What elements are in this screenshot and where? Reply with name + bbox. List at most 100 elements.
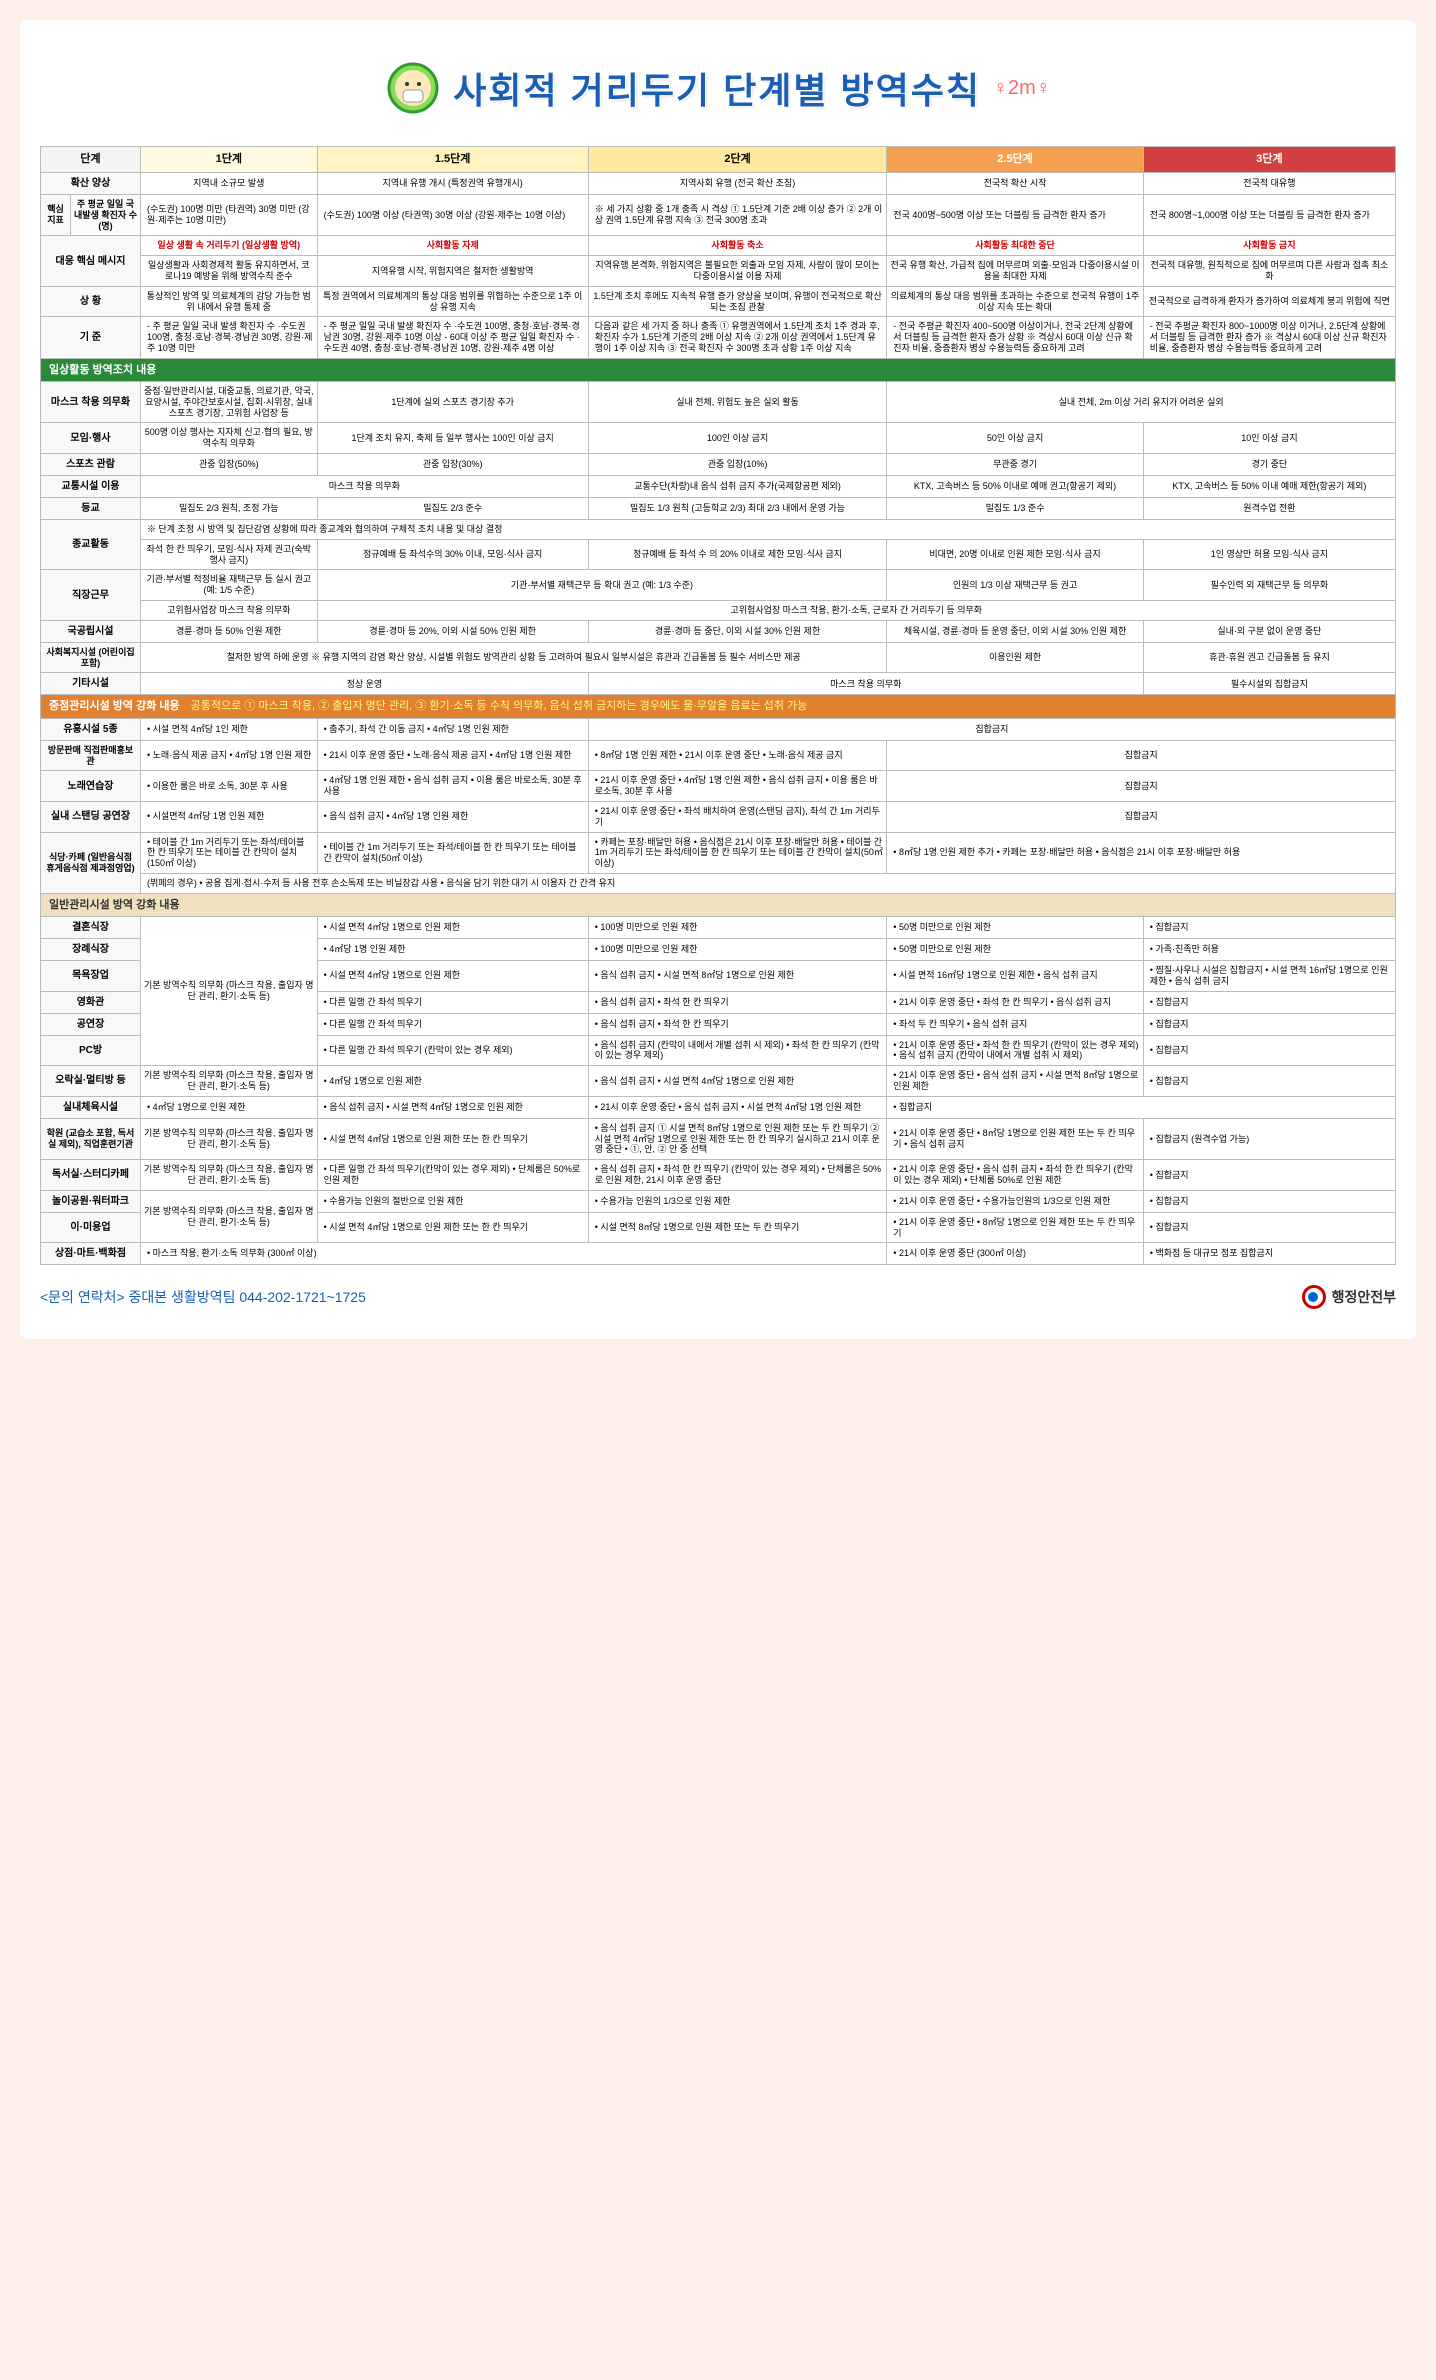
tr-2: 교통수단(차량)내 음식 섭취 금지 추가(국제항공편 제외) xyxy=(588,476,887,498)
rel-note: ※ 단계 조정 시 방역 및 집단감염 상황에 따라 종교계와 협의하여 구체적… xyxy=(141,520,1396,540)
criteria-row: 기 준 - 주 평균 일일 국내 발생 확진자 수 ·수도권 100명, 충청·… xyxy=(41,317,1396,358)
pub-label: 국공립시설 xyxy=(41,620,141,642)
kr-1: • 이용한 룸은 바로 소독, 30분 후 사용 xyxy=(141,771,318,802)
wedding-row: 결혼식장 기본 방역수칙 의무화 (마스크 착용, 출입자 명단 관리, 환기·… xyxy=(41,916,1396,938)
gov-logo-icon xyxy=(1302,1285,1326,1309)
sc-25: • 21시 이후 운영 중단 • 음식 섭취 금지 • 좌석 한 칸 띄우기 (… xyxy=(887,1160,1144,1191)
ds-2: • 8㎡당 1명 인원 제한 • 21시 이후 운영 중단 • 노래·음식 제공… xyxy=(588,740,887,771)
gm-3: • 집합금지 xyxy=(1143,1066,1395,1097)
park-row: 놀이공원·워터파크 기본 방역수칙 의무화 (마스크 착용, 출입자 명단 관리… xyxy=(41,1190,1396,1212)
stage-3: 3단계 xyxy=(1143,147,1395,173)
pub-2: 경륜·경마 등 중단, 이외 시설 30% 인원 제한 xyxy=(588,620,887,642)
crit-1: - 주 평균 일일 국내 발생 확진자 수 ·수도권 100명, 충청·호남·경… xyxy=(141,317,318,358)
cin-2: • 음식 섭취 금지 • 좌석 한 칸 띄우기 xyxy=(588,991,887,1013)
other-row: 기타시설 정상 운영 마스크 착용 의무화 필수시설외 집합금지 xyxy=(41,673,1396,695)
pc-3: • 집합금지 xyxy=(1143,1035,1395,1066)
rel-1: 좌석 한 칸 띄우기, 모임·식사 자제 권고(숙박행사 금지) xyxy=(141,539,318,570)
mask-row: 마스크 착용 의무화 중점·일반관리시설, 대중교통, 의료기관, 약국, 요양… xyxy=(41,382,1396,423)
wel-3: 휴관·휴원 권고 긴급돌봄 등 유지 xyxy=(1143,642,1395,673)
ci-15: (수도권) 100명 이상 (타권역) 30명 이상 (강원·제주는 10명 이… xyxy=(317,195,588,236)
wk-label: 직장근무 xyxy=(41,570,141,620)
ent5-15: • 춤추기, 좌석 간 이동 금지 • 4㎡당 1명 인원 제한 xyxy=(317,718,588,740)
pub-15: 경륜·경마 등 20%, 이외 시설 50% 인원 제한 xyxy=(317,620,588,642)
main-table: 단계 1단계 1.5단계 2단계 2.5단계 3단계 확산 양상 지역내 소규모… xyxy=(40,146,1396,1265)
public-row: 국공립시설 경륜·경마 등 50% 인원 제한 경륜·경마 등 20%, 이외 … xyxy=(41,620,1396,642)
core-index-row: 핵심지표 주 평균 일일 국내발생 확진자 수(명) (수도권) 100명 미만… xyxy=(41,195,1396,236)
footer-contact: <문의 연락처> 중대본 생활방역팀 044-202-1721~1725 xyxy=(40,1287,366,1307)
page-title: 사회적 거리두기 단계별 방역수칙 xyxy=(453,62,981,114)
spread-3: 전국적 대유행 xyxy=(1143,173,1395,195)
tr-3: KTX, 고속버스 등 50% 이내 예매 제한(항공기 제외) xyxy=(1143,476,1395,498)
document-container: 사회적 거리두기 단계별 방역수칙 ♀2m♀ 단계 1단계 1.5단계 2단계 … xyxy=(20,20,1416,1339)
mask-label: 마스크 착용 의무화 xyxy=(41,382,141,423)
mask-25: 실내 전체, 2m 이상 거리 유지가 어려운 실외 xyxy=(887,382,1396,423)
is-25: • 집합금지 xyxy=(887,1096,1396,1118)
wk-note2: 고위험사업장 마스크 착용, 환기·소독, 근로자 간 거리두기 등 의무화 xyxy=(317,601,1395,621)
ml-25: • 21시 이후 운영 중단 (300㎡ 이상) xyxy=(887,1243,1144,1265)
cafe-row: 식당·카페 (일반음식점 휴게음식점 제과점영업) • 테이블 간 1m 거리두… xyxy=(41,832,1396,873)
standing-row: 실내 스탠딩 공연장 • 시설면적 4㎡당 1명 인원 제한 • 음식 섭취 금… xyxy=(41,801,1396,832)
pub-1: 경륜·경마 등 50% 인원 제한 xyxy=(141,620,318,642)
sc-2: • 음식 섭취 금지 • 좌석 한 칸 띄우기 (칸막이 있는 경우 제외) •… xyxy=(588,1160,887,1191)
gath-25: 50인 이상 금지 xyxy=(887,423,1144,454)
bath-label: 목욕장업 xyxy=(41,960,141,991)
section2-cell: 중점관리시설 방역 강화 내용 공통적으로 ① 마스크 착용, ② 출입자 명단… xyxy=(41,695,1396,718)
ds-25: 집합금지 xyxy=(887,740,1396,771)
section-focus: 중점관리시설 방역 강화 내용 공통적으로 ① 마스크 착용, ② 출입자 명단… xyxy=(41,695,1396,718)
ac-25: • 21시 이후 운영 중단 • 8㎡당 1명으로 인원 제한 또는 두 칸 띄… xyxy=(887,1118,1144,1159)
religion-note-row: 종교활동 ※ 단계 조정 시 방역 및 집단감염 상황에 따라 종교계와 협의하… xyxy=(41,520,1396,540)
ds-15: • 21시 이후 운영 중단 • 노래·음식 제공 금지 • 4㎡당 1명 인원… xyxy=(317,740,588,771)
sit-label: 상 황 xyxy=(41,286,141,317)
gm-label: 오락실·멀티방 등 xyxy=(41,1066,141,1097)
is-1: • 4㎡당 1명으로 인원 제한 xyxy=(141,1096,318,1118)
ac-3: • 집합금지 (원격수업 가능) xyxy=(1143,1118,1395,1159)
cm-15: 지역유행 시작, 위험지역은 철저한 생활방역 xyxy=(317,256,588,287)
con-15: • 다른 일행 간 좌석 띄우기 xyxy=(317,1013,588,1035)
indoor-sports-row: 실내체육시설 • 4㎡당 1명으로 인원 제한 • 음식 섭취 금지 • 시설 … xyxy=(41,1096,1396,1118)
sc-base: 기본 방역수칙 의무화 (마스크 착용, 출입자 명단 관리, 환기·소독 등) xyxy=(141,1160,318,1191)
bt-15: • 시설 면적 4㎡당 1명으로 인원 제한 또는 한 칸 띄우기 xyxy=(317,1212,588,1243)
sports-row: 스포츠 관람 관중 입장(50%) 관중 입장(30%) 관중 입장(10%) … xyxy=(41,454,1396,476)
section2-label: 중점관리시설 방역 강화 내용 xyxy=(49,700,180,712)
rel-2: 정규예배 등 좌석 수 의 20% 이내로 제한 모임·식사 금지 xyxy=(588,539,887,570)
ent5-1: • 시설 면적 4㎡당 1인 제한 xyxy=(141,718,318,740)
bath-25: • 시설 면적 16㎡당 1명으로 인원 제한 • 음식 섭취 금지 xyxy=(887,960,1144,991)
ml-label: 상점·마트·백화점 xyxy=(41,1243,141,1265)
pc-2: • 음식 섭취 금지 (칸막이 내에서 개별 섭취 시 제외) • 좌석 한 칸… xyxy=(588,1035,887,1066)
sch-3: 원격수업 전환 xyxy=(1143,498,1395,520)
kr-2: • 21시 이후 운영 중단 • 4㎡당 1명 인원 제한 • 음식 섭취 금지… xyxy=(588,771,887,802)
work-row: 직장근무 기관·부서별 적정비율 재택근무 등 실시 권고 (예: 1/5 수준… xyxy=(41,570,1396,601)
rel-label: 종교활동 xyxy=(41,520,141,570)
crit-2: 다음과 같은 세 가지 중 하나 충족 ① 유행권역에서 1.5단계 조치 1주… xyxy=(588,317,887,358)
gath-1: 500명 이상 행사는 지자체 신고·협의 필요, 방역수칙 의무화 xyxy=(141,423,318,454)
wel-25: 이용인원 제한 xyxy=(887,642,1144,673)
cin-label: 영화관 xyxy=(41,991,141,1013)
sp-25: 무관중 경기 xyxy=(887,454,1144,476)
st-label: 실내 스탠딩 공연장 xyxy=(41,801,141,832)
cafe-label: 식당·카페 (일반음식점 휴게음식점 제과점영업) xyxy=(41,832,141,893)
sch-25: 밀집도 1/3 준수 xyxy=(887,498,1144,520)
section-daily: 일상활동 방역조치 내용 xyxy=(41,358,1396,381)
kr-label: 노래연습장 xyxy=(41,771,141,802)
is-15: • 음식 섭취 금지 • 시설 면적 4㎡당 1명으로 인원 제한 xyxy=(317,1096,588,1118)
wel-1: 철저한 방역 하에 운영 ※ 유행 지역의 감염 확산 양상, 시설별 위험도 … xyxy=(141,642,887,673)
sch-1: 밀집도 2/3 원칙, 조정 가능 xyxy=(141,498,318,520)
stage-15: 1.5단계 xyxy=(317,147,588,173)
sch-label: 등교 xyxy=(41,498,141,520)
cm-15h: 사회활동 자제 xyxy=(317,236,588,256)
title-part2: 방역수칙 xyxy=(840,70,980,111)
cm-25: 전국 유행 확산, 가급적 집에 머무르며 외출·모임과 다중이용시설 이용을 … xyxy=(887,256,1144,287)
section1-label: 일상활동 방역조치 내용 xyxy=(41,358,1396,381)
cm-3: 전국적 대유행, 원칙적으로 집에 머무르며 다른 사람과 접촉 최소화 xyxy=(1143,256,1395,287)
sc-label: 독서실·스터디카페 xyxy=(41,1160,141,1191)
fun-25: • 50명 미만으로 인원 제한 xyxy=(887,938,1144,960)
spread-row: 확산 양상 지역내 소규모 발생 지역내 유행 개시 (특정권역 유행개시) 지… xyxy=(41,173,1396,195)
ci-3: 전국 800명~1,000명 이상 또는 더블링 등 급격한 환자 증가 xyxy=(1143,195,1395,236)
academy-row: 학원 (교습소 포함, 독서실 제외), 직업훈련기관 기본 방역수칙 의무화 … xyxy=(41,1118,1396,1159)
base-1-6: 기본 방역수칙 의무화 (마스크 착용, 출입자 명단 관리, 환기·소독 등) xyxy=(141,916,318,1065)
mask-2: 실내 전체, 위험도 높은 실외 활동 xyxy=(588,382,887,423)
mask-face-icon xyxy=(385,60,441,116)
ent5-row: 유흥시설 5종 • 시설 면적 4㎡당 1인 제한 • 춤추기, 좌석 간 이동… xyxy=(41,718,1396,740)
cm-3h: 사회활동 금지 xyxy=(1143,236,1395,256)
karaoke-row: 노래연습장 • 이용한 룸은 바로 소독, 30분 후 사용 • 4㎡당 1명 … xyxy=(41,771,1396,802)
